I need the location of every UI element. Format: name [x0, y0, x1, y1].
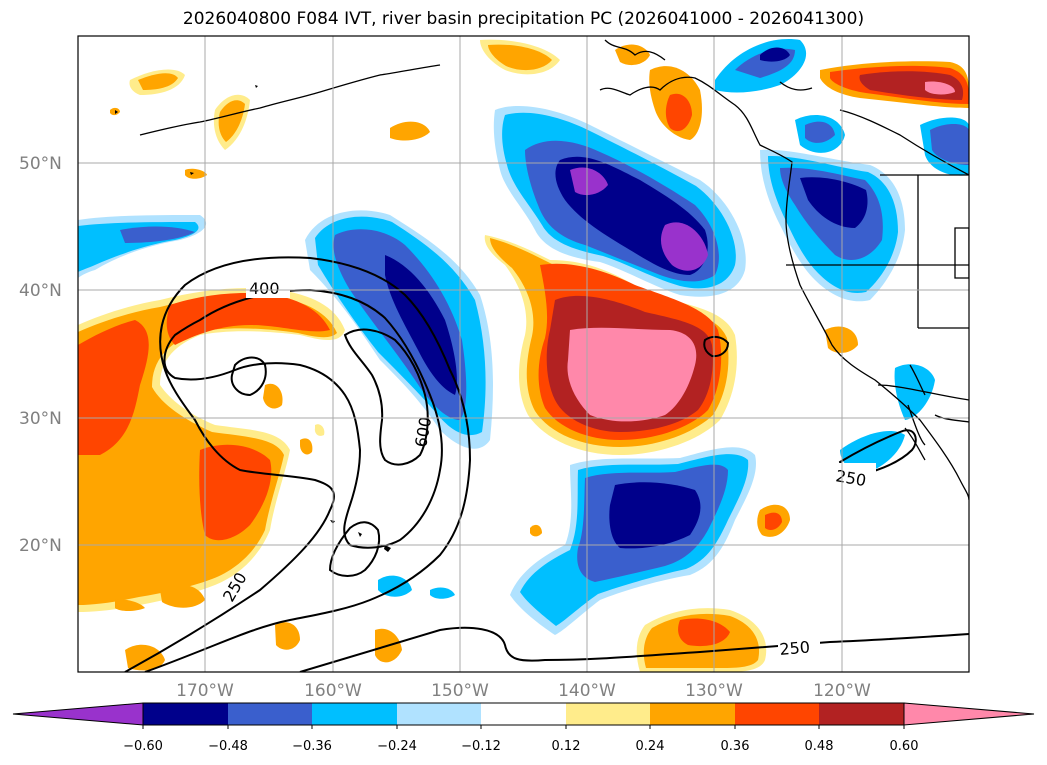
- map-title: 2026040800 F084 IVT, river basin precipi…: [182, 9, 865, 29]
- lon-labels: 170°W 160°W 150°W 140°W 130°W 120°W: [176, 681, 871, 701]
- islands: [115, 85, 391, 552]
- colorbar-swatch: [819, 703, 904, 725]
- colorbar-swatch: [481, 703, 566, 725]
- lat-label-20n: 20°N: [19, 536, 62, 556]
- colorbar: −0.60 −0.48 −0.36 −0.24 −0.12 0.12 0.24 …: [12, 702, 1035, 754]
- colorbar-tick-label: −0.60: [123, 739, 163, 754]
- ivt-contour-600-south: [328, 521, 381, 577]
- lon-label-150w: 150°W: [431, 681, 489, 701]
- ivt-contour-closed-small: [230, 356, 267, 397]
- graticule: [78, 36, 969, 672]
- ivt-contours: [124, 256, 969, 672]
- colorbar-swatch: [566, 703, 650, 725]
- lat-label-30n: 30°N: [19, 409, 62, 429]
- lon-label-170w: 170°W: [176, 681, 234, 701]
- lon-label-130w: 130°W: [685, 681, 743, 701]
- lon-label-160w: 160°W: [304, 681, 362, 701]
- colorbar-tick-label: 0.24: [636, 739, 665, 754]
- colorbar-tick-label: −0.36: [292, 739, 332, 754]
- colorbar-tick-label: −0.24: [377, 739, 417, 754]
- colorbar-swatch: [735, 703, 819, 725]
- contour-label-400: 400: [249, 279, 280, 298]
- colorbar-swatch: [143, 703, 228, 725]
- map-frame: [77, 35, 970, 673]
- colorbar-tick-label: 0.12: [552, 739, 581, 754]
- precip-pc-fill: [78, 39, 969, 672]
- colorbar-tick-label: 0.48: [805, 739, 834, 754]
- lon-label-120w: 120°W: [813, 681, 871, 701]
- colorbar-ticks: [142, 725, 905, 729]
- lon-label-140w: 140°W: [558, 681, 616, 701]
- colorbar-extend-right: [903, 702, 1035, 726]
- alaska-coast: [599, 76, 969, 501]
- ivt-contour-250-south: [299, 626, 969, 672]
- ivt-contour-250-west: [124, 256, 472, 672]
- colorbar-tick-label: 0.60: [890, 739, 919, 754]
- colorbar-tick-label: −0.48: [208, 739, 248, 754]
- lat-labels: 50°N 40°N 30°N 20°N: [19, 154, 62, 556]
- colorbar-swatch: [312, 703, 397, 725]
- colorbar-extend-left: [12, 702, 144, 726]
- colorbar-swatch: [228, 703, 312, 725]
- hawaii-islands: [330, 520, 391, 552]
- ivt-contour-600: [343, 328, 429, 466]
- lat-label-50n: 50°N: [19, 154, 62, 174]
- colorbar-tick-label: −0.12: [461, 739, 501, 754]
- lat-label-40n: 40°N: [19, 281, 62, 301]
- contour-label-250-south: 250: [779, 637, 811, 659]
- colorbar-swatch: [397, 703, 481, 725]
- coastlines: [139, 39, 969, 501]
- ivt-contour-400: [163, 288, 443, 549]
- colorbar-frame: [142, 702, 905, 726]
- colorbar-swatch: [650, 703, 735, 725]
- ivt-contour-closed-central: [703, 335, 730, 358]
- colorbar-tick-label: 0.36: [721, 739, 750, 754]
